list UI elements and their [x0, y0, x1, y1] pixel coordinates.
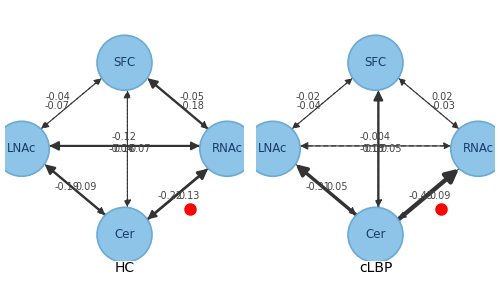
Text: -0.004: -0.004 [360, 132, 391, 142]
Text: 0.09: 0.09 [430, 191, 451, 201]
Text: -0.19: -0.19 [55, 182, 80, 192]
Text: -0.31: -0.31 [306, 182, 330, 192]
Text: -0.05: -0.05 [179, 92, 204, 101]
Text: Cer: Cer [365, 228, 386, 241]
Text: -0.03: -0.03 [430, 101, 455, 111]
Circle shape [348, 35, 403, 90]
Text: 0.07: 0.07 [129, 144, 150, 154]
Text: 0.05: 0.05 [326, 182, 348, 192]
Text: 0.07: 0.07 [364, 144, 386, 154]
Text: RNAc: RNAc [212, 142, 243, 155]
Circle shape [348, 207, 403, 262]
Text: -0.22: -0.22 [158, 191, 182, 201]
Circle shape [451, 121, 500, 176]
Text: 0.09: 0.09 [76, 182, 97, 192]
Text: -0.02: -0.02 [296, 92, 321, 101]
Text: SFC: SFC [114, 56, 136, 69]
Text: cLBP: cLBP [359, 261, 392, 275]
Circle shape [97, 35, 152, 90]
Text: 0.05: 0.05 [380, 144, 402, 154]
Text: -0.07: -0.07 [45, 101, 70, 111]
Circle shape [200, 121, 255, 176]
Text: -0.04: -0.04 [296, 101, 321, 111]
Text: -0.04: -0.04 [108, 144, 133, 154]
Text: -0.12: -0.12 [112, 132, 137, 142]
Text: RNAc: RNAc [463, 142, 494, 155]
Text: SFC: SFC [364, 56, 386, 69]
Text: HC: HC [114, 261, 134, 275]
Text: -0.18: -0.18 [179, 101, 204, 111]
Text: -0.18: -0.18 [359, 144, 384, 154]
Text: 0.02: 0.02 [432, 92, 454, 101]
Text: 0.16: 0.16 [114, 144, 135, 154]
Text: -0.04: -0.04 [45, 92, 70, 101]
Circle shape [97, 207, 152, 262]
Text: 0.13: 0.13 [178, 191, 200, 201]
Text: Cer: Cer [114, 228, 135, 241]
Text: LNAc: LNAc [258, 142, 288, 155]
Text: LNAc: LNAc [7, 142, 36, 155]
Text: -0.43: -0.43 [408, 191, 434, 201]
Circle shape [0, 121, 49, 176]
Circle shape [245, 121, 300, 176]
